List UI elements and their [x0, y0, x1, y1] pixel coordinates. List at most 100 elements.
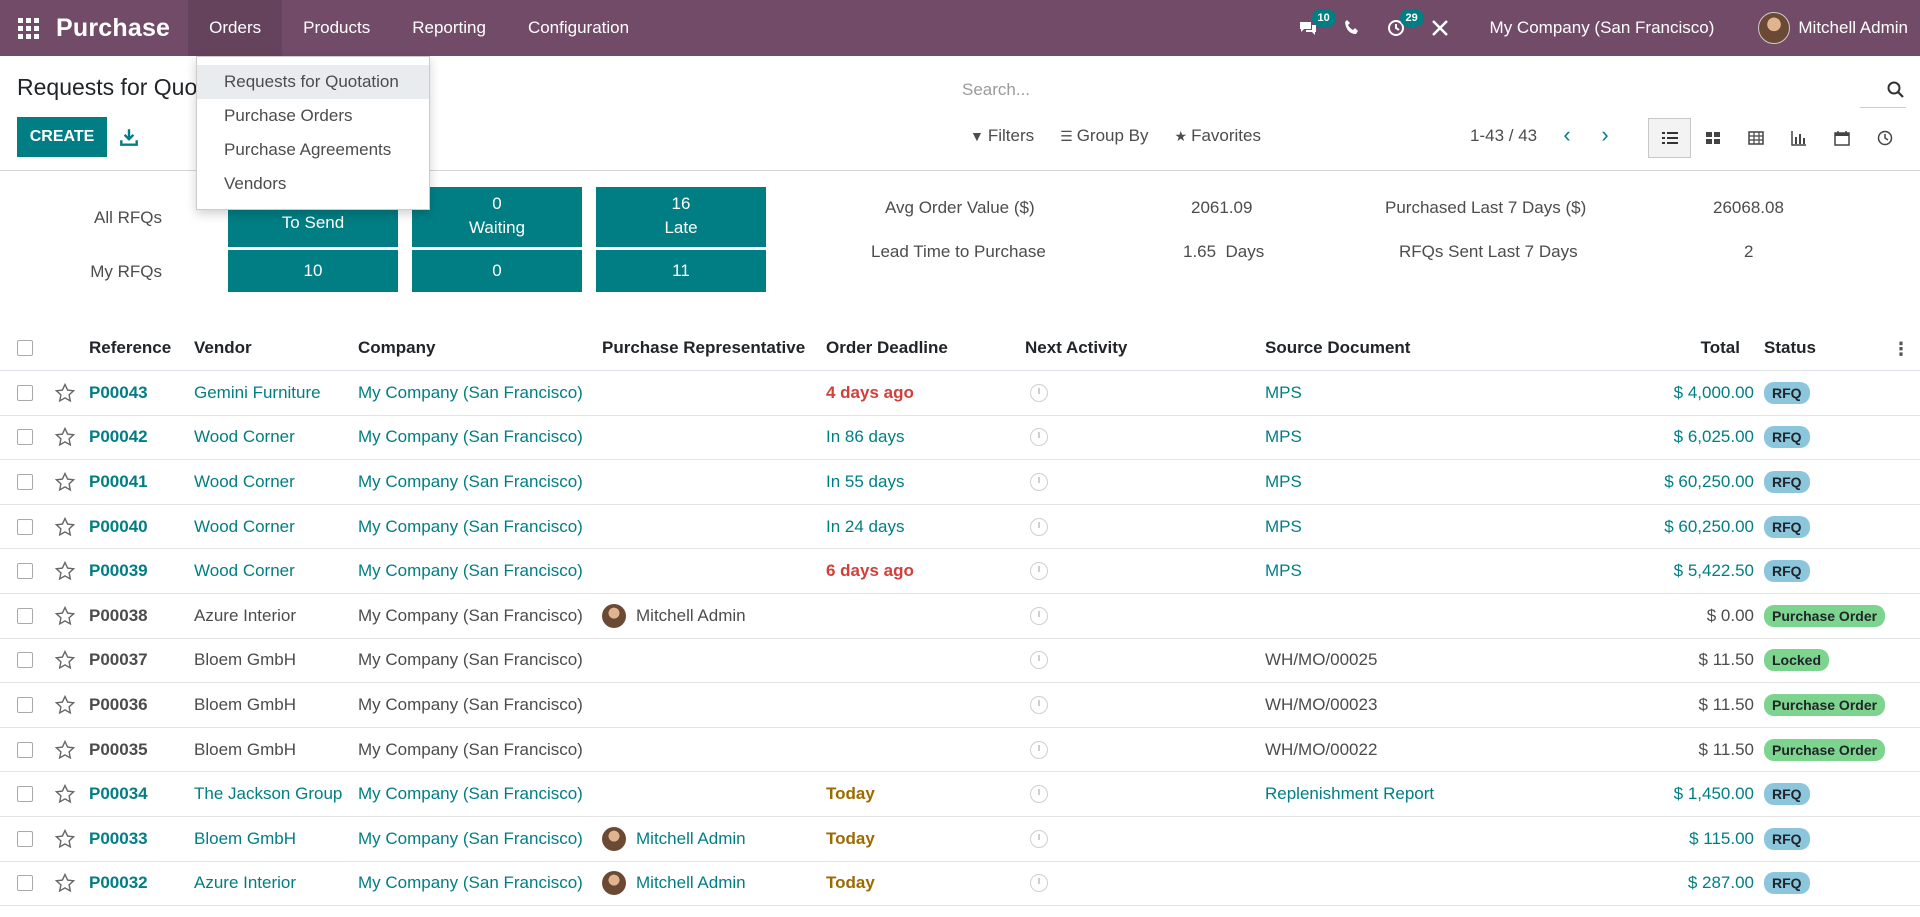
header-reference[interactable]: Reference: [89, 337, 172, 357]
clock-icon[interactable]: [1030, 785, 1048, 804]
table-row[interactable]: P00034 The Jackson Group My Company (San F…: [0, 772, 1920, 817]
row-checkbox[interactable]: [17, 473, 33, 490]
app-brand[interactable]: Purchase: [56, 13, 171, 42]
cell-purchase-representative[interactable]: Mitchell Admin: [602, 603, 746, 628]
clock-icon[interactable]: [1030, 472, 1048, 491]
debug-tools-icon[interactable]: [1418, 0, 1462, 56]
tile-all-waiting[interactable]: 0 Waiting: [412, 187, 582, 247]
menu-item-purchase-agreements[interactable]: Purchase Agreements: [224, 140, 392, 159]
favorites-button[interactable]: ★ Favorites: [1174, 126, 1261, 145]
apps-menu-icon[interactable]: [0, 0, 56, 56]
star-icon[interactable]: [54, 828, 76, 850]
cell-company[interactable]: My Company (San Francisco): [358, 471, 583, 491]
table-row[interactable]: P00040 Wood Corner My Company (San Francis…: [0, 505, 1920, 550]
cell-company[interactable]: My Company (San Francisco): [358, 605, 583, 625]
groupby-button[interactable]: ☰ Group By: [1060, 126, 1149, 145]
header-vendor[interactable]: Vendor: [194, 337, 252, 357]
select-all-checkbox[interactable]: [17, 339, 33, 356]
company-switcher[interactable]: My Company (San Francisco): [1489, 18, 1715, 37]
cell-company[interactable]: My Company (San Francisco): [358, 561, 583, 581]
menu-item-purchase-orders[interactable]: Purchase Orders: [224, 106, 353, 125]
table-row[interactable]: P00036 Bloem GmbH My Company (San Francisc…: [0, 683, 1920, 728]
clock-icon[interactable]: [1030, 740, 1048, 759]
cell-vendor[interactable]: Azure Interior: [194, 873, 297, 893]
cell-company[interactable]: My Company (San Francisco): [358, 382, 583, 402]
header-company[interactable]: Company: [358, 337, 436, 357]
cell-reference[interactable]: P00042: [89, 427, 148, 447]
cell-source-document[interactable]: Replenishment Report: [1265, 784, 1435, 804]
row-checkbox[interactable]: [17, 429, 33, 446]
row-checkbox[interactable]: [17, 786, 33, 803]
header-status[interactable]: Status: [1764, 337, 1816, 357]
tile-my-late[interactable]: 11: [596, 250, 766, 292]
row-checkbox[interactable]: [17, 875, 33, 892]
star-icon[interactable]: [54, 426, 76, 448]
pager-next-icon[interactable]: ›: [1601, 122, 1609, 147]
cell-reference[interactable]: P00033: [89, 828, 148, 848]
clock-icon[interactable]: [1030, 874, 1048, 893]
activity-view-icon[interactable]: [1863, 118, 1906, 158]
tile-my-waiting[interactable]: 0: [412, 250, 582, 292]
filters-button[interactable]: ▼ Filters: [970, 126, 1035, 145]
kanban-view-icon[interactable]: [1691, 118, 1734, 158]
cell-company[interactable]: My Company (San Francisco): [358, 516, 583, 536]
star-icon[interactable]: [54, 471, 76, 493]
user-menu[interactable]: Mitchell Admin: [1758, 12, 1908, 44]
cell-vendor[interactable]: Bloem GmbH: [194, 694, 297, 714]
clock-icon[interactable]: [1030, 517, 1048, 536]
cell-vendor[interactable]: Gemini Furniture: [194, 382, 321, 402]
row-checkbox[interactable]: [17, 741, 33, 758]
star-icon[interactable]: [54, 783, 76, 805]
row-checkbox[interactable]: [17, 607, 33, 624]
search-icon[interactable]: [1886, 80, 1906, 100]
row-checkbox[interactable]: [17, 830, 33, 847]
clock-icon[interactable]: [1030, 428, 1048, 447]
activities-icon[interactable]: 29: [1374, 0, 1424, 56]
pager-value[interactable]: 1-43 / 43: [1470, 126, 1538, 145]
header-source-document[interactable]: Source Document: [1265, 337, 1411, 357]
messages-icon[interactable]: 10: [1286, 0, 1336, 56]
header-total[interactable]: Total: [1700, 337, 1740, 357]
row-checkbox[interactable]: [17, 696, 33, 713]
cell-reference[interactable]: P00035: [89, 739, 148, 759]
optional-columns-icon[interactable]: ⋮: [1892, 339, 1910, 359]
pivot-view-icon[interactable]: [1734, 118, 1777, 158]
star-icon[interactable]: [54, 382, 76, 404]
clock-icon[interactable]: [1030, 383, 1048, 402]
table-row[interactable]: P00035 Bloem GmbH My Company (San Francisc…: [0, 728, 1920, 773]
star-icon[interactable]: [54, 560, 76, 582]
download-icon[interactable]: [118, 126, 140, 148]
menu-products[interactable]: Products: [303, 18, 371, 37]
star-icon[interactable]: [54, 694, 76, 716]
cell-vendor[interactable]: Wood Corner: [194, 427, 295, 447]
cell-vendor[interactable]: Bloem GmbH: [194, 739, 297, 759]
header-next-activity[interactable]: Next Activity: [1025, 337, 1128, 357]
cell-reference[interactable]: P00037: [89, 650, 148, 670]
cell-vendor[interactable]: The Jackson Group: [194, 784, 343, 804]
cell-source-document[interactable]: MPS: [1265, 471, 1302, 491]
cell-vendor[interactable]: Wood Corner: [194, 561, 295, 581]
cell-vendor[interactable]: Azure Interior: [194, 605, 297, 625]
search-input[interactable]: [960, 72, 1860, 108]
table-row[interactable]: P00038 Azure Interior My Company (San Fran…: [0, 594, 1920, 639]
cell-reference[interactable]: P00036: [89, 694, 148, 714]
table-row[interactable]: P00043 Gemini Furniture My Company (San Fr…: [0, 371, 1920, 416]
clock-icon[interactable]: [1030, 695, 1048, 714]
cell-company[interactable]: My Company (San Francisco): [358, 427, 583, 447]
cell-vendor[interactable]: Wood Corner: [194, 471, 295, 491]
row-checkbox[interactable]: [17, 384, 33, 401]
graph-view-icon[interactable]: [1777, 118, 1820, 158]
cell-company[interactable]: My Company (San Francisco): [358, 650, 583, 670]
row-checkbox[interactable]: [17, 518, 33, 535]
header-order-deadline[interactable]: Order Deadline: [826, 337, 948, 357]
table-row[interactable]: P00037 Bloem GmbH My Company (San Francisc…: [0, 639, 1920, 684]
cell-reference[interactable]: P00039: [89, 561, 148, 581]
table-row[interactable]: P00041 Wood Corner My Company (San Francis…: [0, 460, 1920, 505]
menu-item-vendors[interactable]: Vendors: [224, 174, 287, 193]
cell-reference[interactable]: P00032: [89, 873, 148, 893]
row-checkbox[interactable]: [17, 563, 33, 580]
cell-purchase-representative[interactable]: Mitchell Admin: [602, 871, 746, 896]
list-view-icon[interactable]: [1648, 118, 1691, 158]
cell-reference[interactable]: P00043: [89, 382, 148, 402]
cell-reference[interactable]: P00040: [89, 516, 148, 536]
